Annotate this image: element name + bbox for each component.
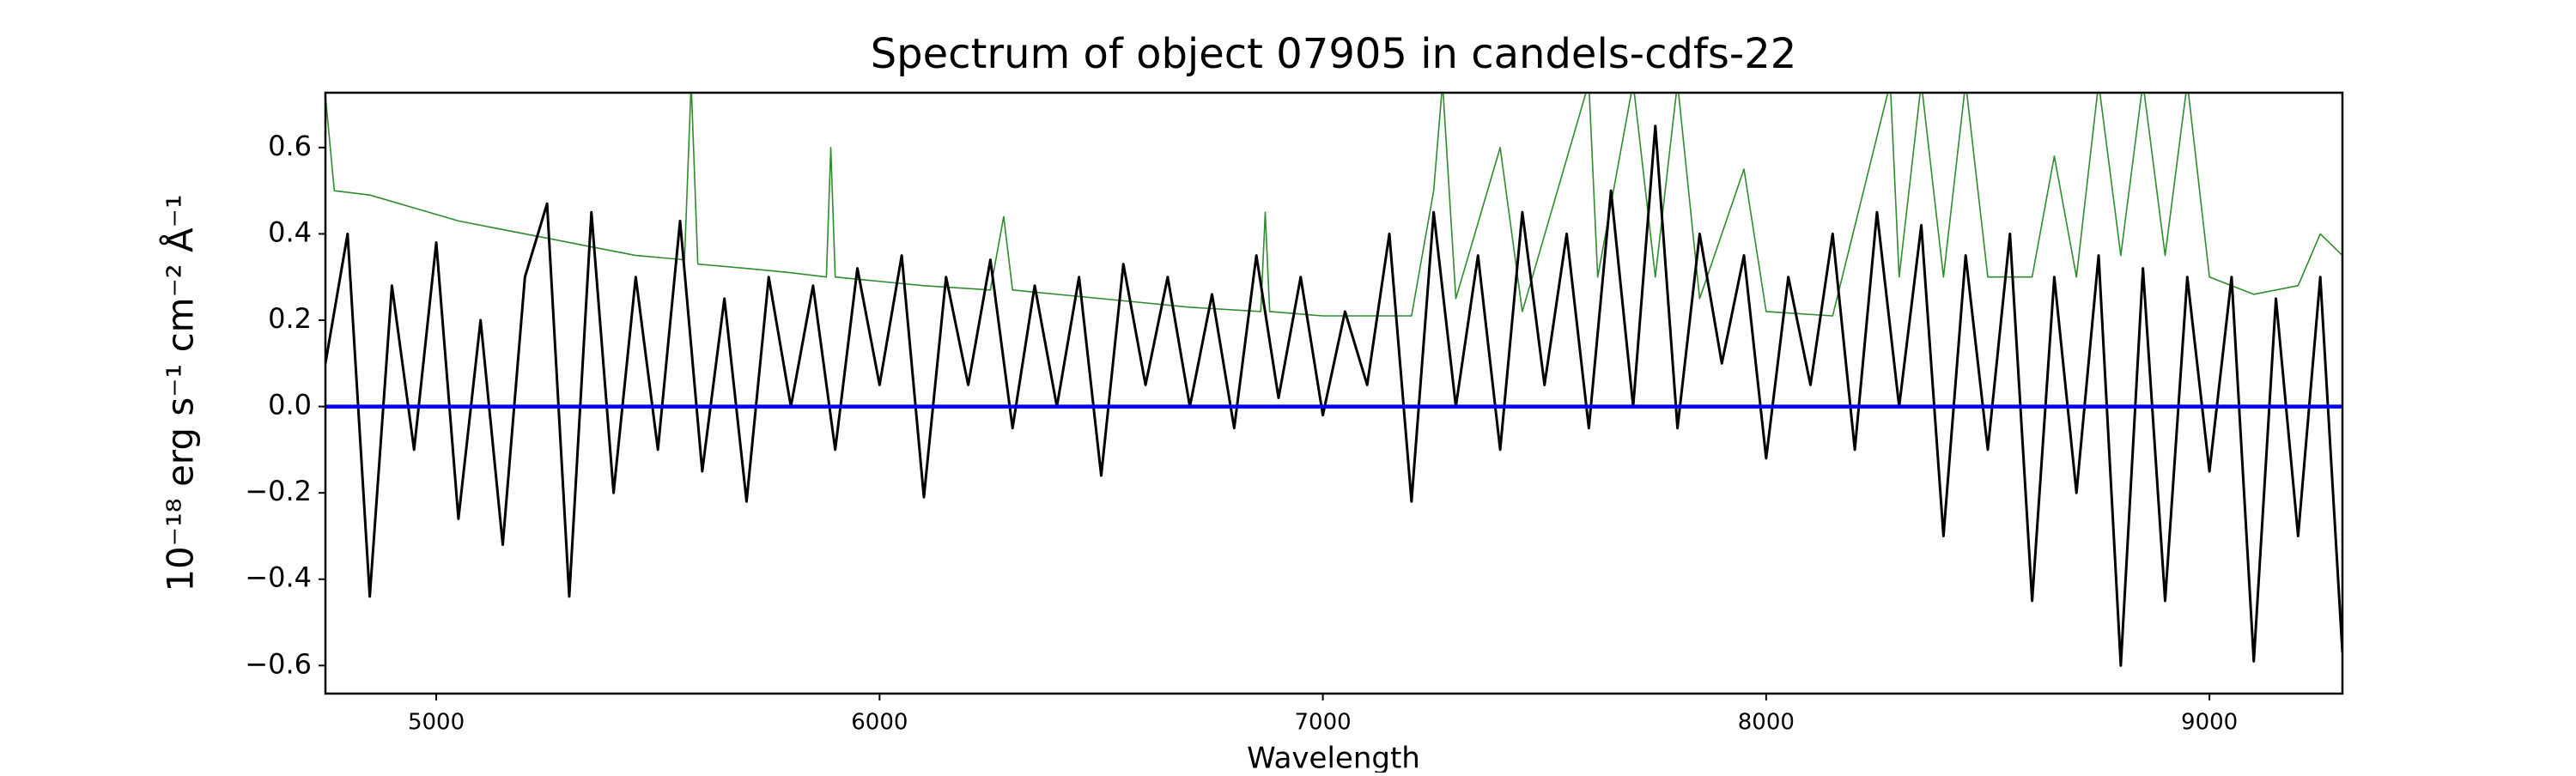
y-tick-label: 0.4 — [268, 215, 312, 248]
chart-title: Spectrum of object 07905 in candels-cdfs… — [871, 30, 1797, 78]
x-tick-label: 7000 — [1295, 710, 1352, 736]
plot-frame — [324, 91, 2344, 695]
spectrum-line — [325, 124, 2342, 667]
y-tick-label: 0.0 — [268, 389, 312, 421]
y-axis-label: 10⁻¹⁸ erg s⁻¹ cm⁻² Å⁻¹ — [159, 194, 202, 591]
x-tick-label: 9000 — [2181, 710, 2238, 736]
spectrum-line — [325, 93, 2342, 317]
x-axis-label: Wavelength — [1247, 742, 1420, 773]
y-tick-label: 0.6 — [268, 130, 312, 162]
y-tick-label: −0.2 — [245, 475, 312, 507]
x-tick-label: 5000 — [408, 710, 465, 736]
y-tick-label: −0.6 — [245, 647, 312, 680]
plot-area — [325, 93, 2342, 667]
x-tick-label: 8000 — [1738, 710, 1795, 736]
x-tick-label: 6000 — [851, 710, 908, 736]
y-tick-label: 0.2 — [268, 302, 312, 335]
y-tick-label: −0.4 — [245, 561, 312, 594]
